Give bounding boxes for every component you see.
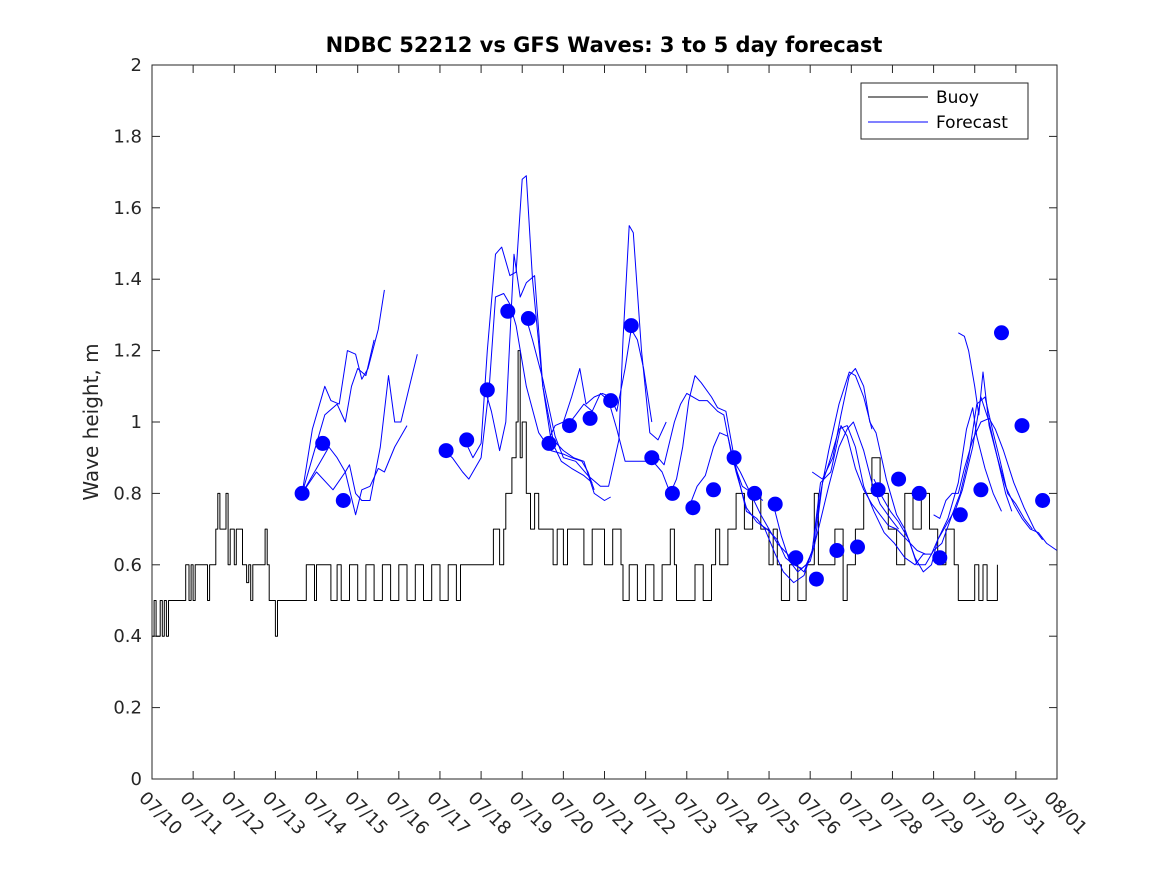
forecast-point-marker xyxy=(603,393,619,409)
forecast-point-marker xyxy=(294,485,310,501)
forecast-point-marker xyxy=(726,450,742,466)
plot-frame xyxy=(151,64,1058,780)
forecast-series-line xyxy=(731,425,926,573)
y-tick-label: 2 xyxy=(131,55,142,76)
y-tick-label: 0.6 xyxy=(113,555,142,576)
forecast-point-marker xyxy=(767,496,783,512)
forecast-point-marker xyxy=(520,311,536,326)
forecast-series-line xyxy=(546,328,653,444)
forecast-series-line xyxy=(772,407,1002,573)
forecast-point-marker xyxy=(479,382,495,398)
forecast-series-line xyxy=(567,392,764,501)
forecast-point-marker xyxy=(747,485,763,501)
forecast-point-marker xyxy=(973,482,989,498)
forecast-point-marker xyxy=(315,435,331,451)
forecast-point-marker xyxy=(911,485,927,501)
forecast-point-marker xyxy=(850,539,865,555)
forecast-series-line xyxy=(464,175,593,484)
forecast-series-line xyxy=(484,253,611,501)
forecast-series-line xyxy=(649,371,873,584)
forecast-point-marker xyxy=(500,303,516,319)
y-tick-label: 0.4 xyxy=(113,626,142,647)
legend: Buoy Forecast xyxy=(860,82,1029,140)
y-tick-label: 1.4 xyxy=(113,269,142,290)
forecast-point-marker xyxy=(562,418,577,434)
forecast-series-line xyxy=(301,425,408,516)
forecast-point-marker xyxy=(788,550,804,566)
y-tick-label: 1.2 xyxy=(113,341,142,362)
y-axis: 0 0.2 0.4 0.6 0.8 1 1.2 1.4 1.6 1.8 2 xyxy=(113,55,1057,790)
forecast-point-marker xyxy=(808,571,824,587)
y-tick-label: 1.8 xyxy=(113,126,142,147)
y-tick-label: 1.6 xyxy=(113,198,142,219)
forecast-point-marker xyxy=(685,500,701,516)
legend-buoy-label: Buoy xyxy=(936,88,979,108)
legend-box xyxy=(860,82,1029,140)
forecast-point-marker xyxy=(623,318,639,334)
chart-title: NDBC 52212 vs GFS Waves: 3 to 5 day fore… xyxy=(326,33,883,57)
forecast-series-line xyxy=(301,289,385,494)
forecast-series-line xyxy=(301,354,418,501)
forecast-point-marker xyxy=(829,543,845,558)
forecast-point-marker xyxy=(1035,493,1051,508)
forecast-point-marker xyxy=(438,443,454,459)
forecast-point-marker xyxy=(664,485,680,501)
forecast-series-line xyxy=(525,225,667,487)
legend-forecast-label: Forecast xyxy=(936,113,1008,133)
y-tick-label: 0.8 xyxy=(113,483,142,504)
y-axis-label: Wave height, m xyxy=(79,343,103,500)
forecast-point-marker xyxy=(459,432,475,448)
forecast-series-line xyxy=(958,332,1058,551)
forecast-point-marker xyxy=(706,482,721,498)
forecast-point-marker xyxy=(1014,418,1030,434)
plot-area xyxy=(152,65,1057,779)
forecast-point-marker xyxy=(870,482,886,498)
forecast-point-marker xyxy=(582,410,598,426)
series-layer xyxy=(152,175,1058,637)
marker-layer xyxy=(294,303,1051,587)
y-tick-label: 0 xyxy=(131,769,142,790)
forecast-series-line xyxy=(933,417,1043,541)
y-tick-label: 1 xyxy=(131,412,142,433)
forecast-point-marker xyxy=(541,435,557,451)
forecast-point-marker xyxy=(994,325,1009,341)
forecast-point-marker xyxy=(891,471,907,487)
forecast-point-marker xyxy=(952,507,968,523)
forecast-point-marker xyxy=(644,450,660,466)
forecast-point-marker xyxy=(335,493,351,508)
forecast-point-marker xyxy=(932,550,948,566)
y-tick-label: 0.2 xyxy=(113,698,142,719)
